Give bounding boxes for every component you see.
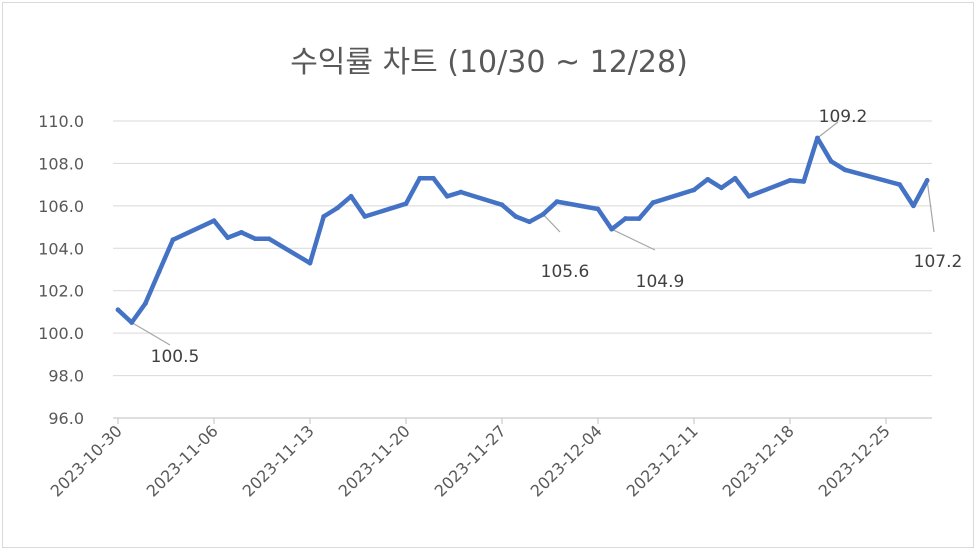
y-axis-ticks: 96.0 98.0 100.0 102.0 104.0 106.0 108.0 110.0 (38, 112, 84, 428)
data-point (225, 235, 231, 241)
data-point (499, 202, 505, 208)
data-point (609, 226, 615, 232)
data-point (321, 214, 327, 219)
annotation-leader (611, 228, 656, 251)
chart-title: 수익률 차트 (10/30 ~ 12/28) (290, 45, 688, 80)
data-point (252, 236, 258, 242)
x-axis-ticks: 2023-10-30 2023-11-06 2023-11-13 2023-11-20… (47, 418, 894, 501)
data-label: 109.2 (819, 107, 868, 127)
y-tick-label: 104.0 (38, 239, 84, 258)
data-label: 107.2 (914, 252, 963, 272)
data-point (595, 206, 601, 212)
annotation-leader (926, 180, 935, 233)
data-point (444, 193, 450, 199)
data-point (897, 182, 903, 188)
data-point (554, 199, 560, 205)
data-point (719, 185, 724, 191)
y-tick-label: 96.0 (48, 409, 84, 428)
x-tick-label: 2023-12-18 (719, 421, 798, 500)
x-tick-label: 2023-11-27 (431, 421, 510, 500)
y-tick-label: 108.0 (38, 154, 84, 173)
data-point (691, 187, 697, 193)
data-point (650, 200, 656, 206)
x-tick-label: 2023-11-13 (239, 421, 318, 500)
x-tick-label: 2023-11-20 (335, 421, 414, 500)
x-tick-label: 2023-12-04 (527, 421, 606, 500)
series-group (115, 135, 930, 325)
data-point (239, 229, 244, 235)
annotation-leader (131, 322, 171, 346)
data-point (911, 203, 916, 209)
data-point (156, 269, 162, 275)
data-point (527, 219, 532, 225)
data-point (458, 189, 464, 195)
y-tick-label: 100.0 (38, 324, 84, 343)
data-point (732, 175, 738, 181)
data-point (115, 307, 121, 313)
data-point (143, 301, 148, 306)
data-point (828, 158, 834, 164)
data-point (623, 216, 628, 221)
x-tick-label: 2023-12-25 (815, 421, 894, 500)
data-label: 100.5 (151, 347, 200, 367)
x-tick-label: 2023-12-11 (623, 421, 702, 500)
annotation-leader (542, 213, 561, 233)
data-point (362, 214, 368, 219)
y-tick-label: 102.0 (38, 282, 84, 301)
y-tick-label: 98.0 (48, 367, 84, 386)
data-label: 105.6 (541, 262, 590, 282)
annotations: 100.5 105.6 104.9 109.2 107.2 (151, 107, 963, 367)
annotation-leaders (131, 121, 935, 346)
data-point (211, 218, 217, 224)
data-point (417, 175, 423, 181)
data-point (431, 175, 436, 181)
data-point (801, 179, 807, 184)
data-point (746, 193, 752, 199)
y-tick-label: 106.0 (38, 197, 84, 216)
data-point (266, 236, 272, 242)
x-tick-label: 2023-10-30 (47, 421, 126, 500)
data-label: 104.9 (636, 272, 685, 292)
data-point (307, 260, 313, 266)
data-point (787, 178, 793, 183)
annotation-leader (817, 121, 839, 139)
data-point (170, 237, 176, 243)
series-line (115, 135, 930, 325)
data-point (129, 320, 135, 325)
data-point (924, 178, 930, 183)
data-point (335, 205, 340, 211)
x-tick-label: 2023-11-06 (143, 421, 222, 500)
grid-lines (113, 120, 932, 419)
data-point (842, 167, 848, 173)
y-tick-label: 110.0 (38, 112, 84, 131)
data-point (815, 135, 820, 141)
data-point (540, 211, 546, 217)
data-point (348, 193, 354, 199)
data-point (513, 214, 519, 219)
data-point (705, 176, 711, 182)
data-point (636, 216, 642, 221)
data-point (403, 201, 409, 207)
